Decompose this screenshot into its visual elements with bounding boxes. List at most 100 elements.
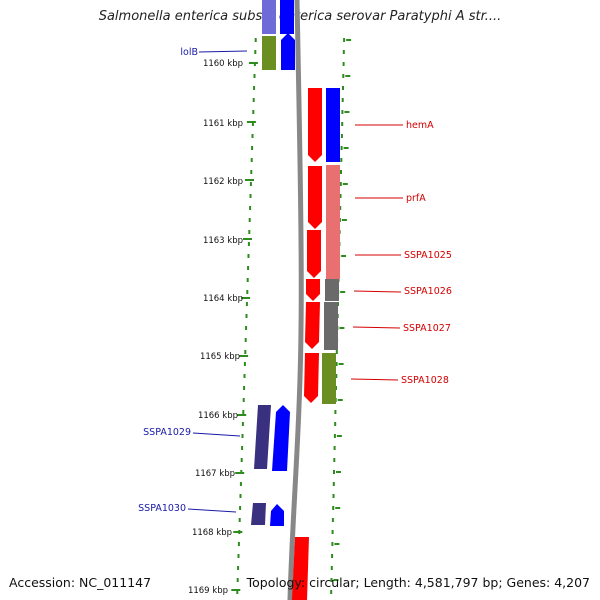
scale-dot bbox=[249, 194, 252, 198]
minor-tick bbox=[340, 291, 346, 293]
gene-label-prfA[interactable]: prfA bbox=[406, 193, 426, 204]
scale-dot bbox=[245, 314, 248, 318]
scale-dot bbox=[335, 374, 338, 378]
scale-label: 1168 kbp bbox=[192, 528, 232, 538]
minor-tick bbox=[334, 543, 340, 545]
scale-dot bbox=[236, 590, 239, 594]
gene-label-SSPA1028[interactable]: SSPA1028 bbox=[401, 375, 449, 386]
gene-block-SSPA1030[interactable] bbox=[251, 503, 266, 525]
gene-block-SSPA1027[interactable] bbox=[324, 302, 338, 350]
gene-label-SSPA1027[interactable]: SSPA1027 bbox=[403, 323, 451, 334]
gene-block[interactable] bbox=[262, 0, 276, 34]
gene-block-hemA[interactable] bbox=[326, 88, 340, 162]
scale-dot bbox=[342, 50, 345, 54]
scale-dot bbox=[334, 422, 337, 426]
scale-dot bbox=[239, 506, 242, 510]
gene-label-SSPA1029[interactable]: SSPA1029 bbox=[143, 427, 191, 438]
minor-tick bbox=[337, 399, 343, 401]
minor-tick bbox=[336, 435, 342, 437]
major-tick bbox=[243, 238, 252, 240]
scale-dot bbox=[250, 170, 253, 174]
scale-dot bbox=[241, 446, 244, 450]
scale-dot bbox=[331, 530, 334, 534]
scale-dot bbox=[243, 386, 246, 390]
minor-tick bbox=[344, 111, 350, 113]
genome-summary-text: Topology: circular; Length: 4,581,797 bp… bbox=[246, 575, 590, 590]
gene-block[interactable] bbox=[280, 0, 294, 34]
scale-dot bbox=[340, 134, 343, 138]
gene-block[interactable] bbox=[292, 537, 309, 600]
gene-arrow-SSPA1028[interactable] bbox=[304, 353, 319, 403]
gene-arrow-SSPA1026[interactable] bbox=[306, 279, 320, 301]
scale-dot bbox=[242, 398, 245, 402]
scale-label: 1166 kbp bbox=[198, 411, 238, 421]
scale-dot bbox=[247, 242, 250, 246]
gene-block-prfA[interactable] bbox=[326, 165, 340, 279]
minor-tick bbox=[341, 219, 347, 221]
scale-dot bbox=[254, 50, 257, 54]
left-features bbox=[251, 0, 295, 526]
scale-dot bbox=[340, 158, 343, 162]
scale-dot bbox=[243, 374, 246, 378]
major-tick bbox=[231, 589, 241, 591]
minor-tick bbox=[345, 75, 351, 77]
scale-dot bbox=[339, 206, 342, 210]
minor-tick bbox=[333, 579, 339, 581]
scale-dot bbox=[251, 146, 254, 150]
scale-dot bbox=[333, 434, 336, 438]
scale-dot bbox=[246, 278, 249, 282]
scale-dot bbox=[341, 98, 344, 102]
minor-tick bbox=[342, 183, 348, 185]
gene-block-lolB[interactable] bbox=[262, 36, 276, 70]
gene-label-hemA[interactable]: hemA bbox=[406, 120, 434, 131]
gene-arrow-prfA[interactable] bbox=[308, 166, 322, 229]
minor-tick bbox=[335, 507, 341, 509]
gene-arrow-hemA[interactable] bbox=[308, 88, 322, 162]
scale-dot bbox=[237, 566, 240, 570]
scale-dot bbox=[248, 230, 251, 234]
gene-label-lolB[interactable]: lolB bbox=[180, 47, 198, 58]
scale-dot bbox=[332, 494, 335, 498]
scale-dot bbox=[330, 578, 333, 582]
scale-dot bbox=[251, 122, 254, 126]
scale-dot bbox=[244, 338, 247, 342]
scale-dot bbox=[342, 86, 344, 90]
scale-dot bbox=[253, 86, 256, 90]
scale-dot bbox=[237, 554, 240, 558]
scale-dot bbox=[343, 38, 346, 42]
scale-dot bbox=[335, 362, 338, 366]
gene-label-SSPA1030[interactable]: SSPA1030 bbox=[138, 503, 186, 514]
gene-arrow-SSPA1029[interactable] bbox=[272, 405, 290, 471]
major-tick bbox=[235, 472, 245, 474]
major-tick bbox=[246, 121, 256, 123]
gene-arrow-SSPA1030[interactable] bbox=[270, 504, 284, 526]
gene-arrow-SSPA1027[interactable] bbox=[305, 302, 320, 349]
scale-dot bbox=[341, 122, 344, 126]
major-tick bbox=[245, 179, 254, 181]
scale-label: 1169 kbp bbox=[188, 586, 228, 596]
gene-label-SSPA1026[interactable]: SSPA1026 bbox=[404, 286, 452, 297]
major-tick bbox=[233, 531, 243, 533]
gene-arrow-lolB[interactable] bbox=[281, 33, 295, 70]
scale-dot bbox=[245, 302, 248, 306]
scale-label: 1163 kbp bbox=[203, 236, 243, 246]
scale-ticks bbox=[231, 62, 258, 591]
accession-text: Accession: NC_011147 bbox=[9, 575, 152, 590]
scale-dot bbox=[339, 182, 342, 186]
gene-block-SSPA1029[interactable] bbox=[254, 405, 271, 469]
minor-tick bbox=[338, 363, 344, 365]
gene-labels-left: lolB SSPA1029 SSPA1030 bbox=[138, 47, 198, 514]
gene-block-SSPA1028[interactable] bbox=[322, 353, 336, 404]
gene-block-SSPA1026[interactable] bbox=[325, 279, 339, 301]
major-tick bbox=[237, 414, 247, 416]
scale-dot bbox=[246, 290, 249, 294]
scale-label: 1165 kbp bbox=[200, 352, 240, 362]
minor-tick bbox=[343, 147, 349, 149]
gene-arrow-SSPA1025[interactable] bbox=[307, 230, 321, 278]
scale-dot bbox=[245, 326, 248, 330]
scale-dot bbox=[332, 482, 335, 486]
scale-dot bbox=[333, 470, 335, 474]
gene-label-SSPA1025[interactable]: SSPA1025 bbox=[404, 250, 452, 261]
minor-tick bbox=[341, 255, 347, 257]
